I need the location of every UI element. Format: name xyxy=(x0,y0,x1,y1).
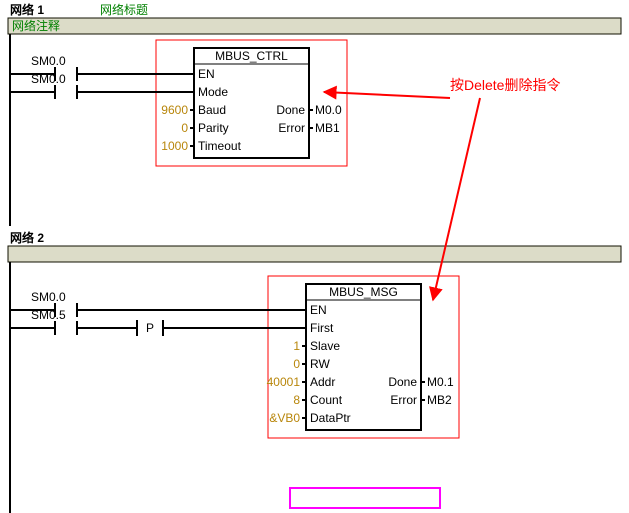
port-label: Done xyxy=(388,375,417,389)
port-label: Parity xyxy=(198,121,229,135)
net1-label: 网络 1 xyxy=(10,2,44,17)
delete-annotation: 按Delete删除指令 xyxy=(450,77,560,93)
port-label: Error xyxy=(390,393,417,407)
net1-comment-box[interactable] xyxy=(8,18,621,34)
net1-comment-hint[interactable]: 网络注释 xyxy=(12,18,60,33)
port-label: Done xyxy=(276,103,305,117)
net2-comment-box[interactable] xyxy=(8,246,621,262)
port-value[interactable]: MB1 xyxy=(315,121,340,135)
port-label: RW xyxy=(310,357,330,371)
port-value[interactable]: 9600 xyxy=(161,103,188,117)
port-label: EN xyxy=(310,303,327,317)
port-label: Error xyxy=(278,121,305,135)
port-value[interactable]: 1000 xyxy=(161,139,188,153)
block-name: MBUS_MSG xyxy=(329,285,398,299)
port-label: Count xyxy=(310,393,343,407)
port-label: Timeout xyxy=(198,139,242,153)
net1-title-hint[interactable]: 网络标题 xyxy=(100,2,148,17)
port-value[interactable]: &VB0 xyxy=(269,411,300,425)
port-value[interactable]: M0.1 xyxy=(427,375,454,389)
port-label: DataPtr xyxy=(310,411,351,425)
contact-label: SM0.0 xyxy=(31,290,66,304)
annotation-arrow-1 xyxy=(324,92,450,98)
port-value[interactable]: 8 xyxy=(293,393,300,407)
port-value[interactable]: MB2 xyxy=(427,393,452,407)
ladder-diagram: 网络 1网络标题网络注释网络 2MBUS_CTRLENSM0.0ModeSM0.… xyxy=(0,0,629,513)
port-label: First xyxy=(310,321,334,335)
annotation-arrow-2 xyxy=(433,98,480,300)
port-value[interactable]: M0.0 xyxy=(315,103,342,117)
contact-label: SM0.0 xyxy=(31,72,66,86)
net2-label: 网络 2 xyxy=(10,230,44,245)
port-label: EN xyxy=(198,67,215,81)
port-label: Mode xyxy=(198,85,228,99)
one-shot: P xyxy=(146,321,154,335)
contact-label: SM0.5 xyxy=(31,308,66,322)
port-value[interactable]: 40001 xyxy=(267,375,301,389)
cursor-rect xyxy=(290,488,440,508)
port-label: Addr xyxy=(310,375,335,389)
block-name: MBUS_CTRL xyxy=(215,49,288,63)
port-label: Slave xyxy=(310,339,340,353)
port-value[interactable]: 0 xyxy=(293,357,300,371)
contact-label: SM0.0 xyxy=(31,54,66,68)
port-value[interactable]: 0 xyxy=(181,121,188,135)
port-label: Baud xyxy=(198,103,226,117)
port-value[interactable]: 1 xyxy=(293,339,300,353)
